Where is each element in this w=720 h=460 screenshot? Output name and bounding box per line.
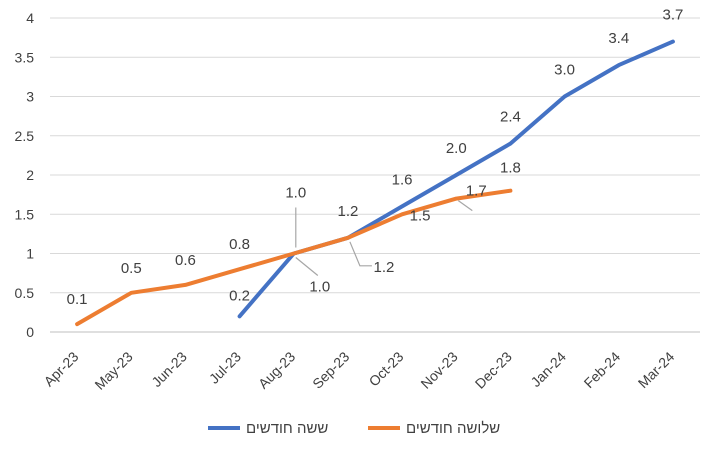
data-label: 0.2 (229, 287, 250, 304)
data-label: 0.5 (121, 260, 142, 277)
data-label: 1.0 (309, 279, 330, 296)
leader-line (349, 241, 372, 267)
leader-lines (295, 200, 473, 276)
data-labels: 0.2 1.0 1.2 1.6 2.0 2.4 3.0 3.4 3.7 0.1 0.5 0.6 0.8 1… (67, 7, 684, 309)
x-tick-label: Jul-23 (206, 348, 244, 386)
x-tick-label: Nov-23 (417, 348, 460, 391)
legend-label-1: שלושה חודשים (406, 420, 500, 437)
data-label: 0.6 (175, 252, 196, 269)
y-tick-label: 4 (26, 10, 34, 26)
x-tick-label: Feb-24 (581, 348, 624, 391)
data-label: 2.4 (500, 109, 521, 126)
y-tick-label: 3.5 (15, 49, 35, 65)
y-tick-label: 1.5 (15, 206, 35, 222)
data-label: 1.2 (373, 259, 394, 276)
data-label: 1.2 (337, 203, 358, 220)
x-tick-label: Sep-23 (309, 348, 352, 391)
data-label: 0.1 (67, 291, 88, 308)
x-tick-label: Oct-23 (366, 348, 407, 389)
x-tick-label: May-23 (91, 348, 135, 392)
legend: ששה חודשים שלושה חודשים (208, 420, 500, 437)
data-label: 3.4 (608, 30, 629, 47)
data-label: 3.0 (554, 62, 575, 79)
x-tick-label: Mar-24 (635, 348, 678, 391)
data-label: 1.7 (466, 183, 487, 200)
x-tick-label: Jan-24 (527, 348, 569, 390)
leader-line (457, 200, 473, 212)
y-tick-label: 1 (26, 246, 34, 262)
leader-line (295, 257, 319, 276)
x-tick-label: Dec-23 (472, 348, 515, 391)
y-tick-label: 2.5 (15, 128, 35, 144)
data-label: 0.8 (229, 236, 250, 253)
data-label: 1.6 (392, 171, 413, 188)
legend-label-0: ששה חודשים (246, 420, 328, 437)
y-tick-label: 0 (26, 324, 34, 340)
series-lines (75, 39, 675, 327)
data-label: 3.7 (662, 7, 683, 24)
x-tick-label: Apr-23 (41, 348, 82, 389)
data-label: 1.8 (500, 160, 521, 177)
data-label: 1.5 (410, 207, 431, 224)
gridlines (50, 17, 700, 294)
axes: 0 0.5 1 1.5 2 2.5 3 3.5 4 Apr-23 May-23 Jun-23 Jul-2… (15, 10, 700, 393)
series-line-0 (237, 39, 675, 319)
x-tick-label: Aug-23 (255, 348, 298, 391)
y-tick-label: 3 (26, 89, 34, 105)
y-tick-label: 0.5 (15, 285, 35, 301)
y-tick-label: 2 (26, 167, 34, 183)
data-label: 2.0 (446, 140, 467, 157)
data-label: 1.0 (285, 185, 306, 202)
series-line-1 (75, 188, 513, 327)
x-tick-label: Jun-23 (148, 348, 190, 390)
